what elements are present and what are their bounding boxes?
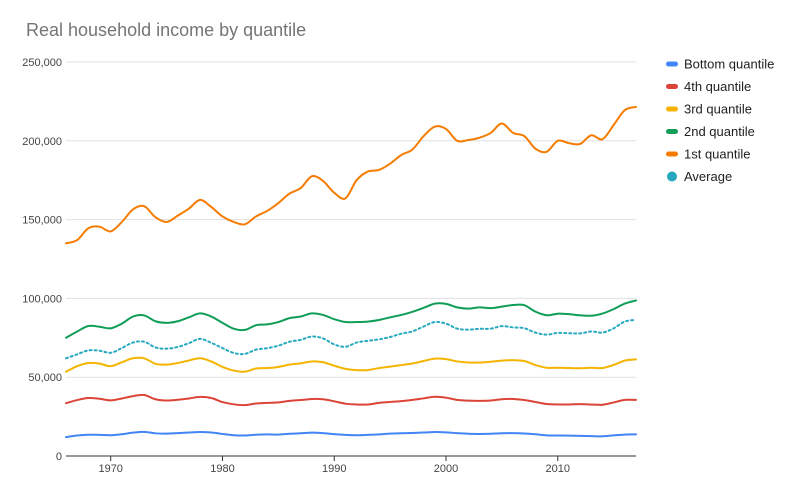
y-tick-label: 100,000	[22, 293, 62, 305]
legend-label: Average	[684, 169, 732, 184]
legend: Bottom quantile 4th quantile 3rd quantile 2…	[666, 57, 774, 184]
y-tick-label: 50,000	[28, 372, 62, 384]
series-line-average	[65, 318, 637, 360]
axes: 0 50,000 100,000 150,000 200,000 250,000 1970 1…	[22, 57, 636, 475]
legend-label: Bottom quantile	[684, 57, 774, 72]
x-tick-label: 1970	[98, 463, 122, 475]
legend-marker-4th-quantile	[666, 84, 678, 89]
y-tick-label: 150,000	[22, 215, 62, 227]
legend-label: 1st quantile	[684, 147, 751, 162]
legend-marker-average	[667, 171, 677, 182]
y-tick-label: 0	[56, 451, 62, 463]
legend-label: 4th quantile	[684, 79, 751, 94]
legend-label: 2nd quantile	[684, 124, 755, 139]
series-line-bottom-quantile	[65, 430, 637, 439]
x-tick-label: 1980	[210, 463, 234, 475]
series-line-3rd-quantile	[65, 356, 637, 373]
gridlines	[66, 61, 636, 378]
legend-marker-3rd-quantile	[666, 106, 678, 112]
series-line-1st-quantile	[65, 105, 637, 245]
series-line-4th-quantile	[65, 393, 637, 407]
x-tick-label: 2000	[434, 463, 458, 475]
y-tick-label: 200,000	[22, 136, 62, 148]
legend-marker-1st-quantile	[666, 151, 678, 157]
legend-label: 3rd quantile	[684, 102, 752, 117]
y-tick-label: 250,000	[22, 57, 62, 69]
x-tick-label: 2010	[546, 463, 570, 475]
legend-marker-bottom-quantile	[666, 61, 678, 67]
legend-marker-2nd-quantile	[666, 129, 678, 134]
series-line-2nd-quantile	[65, 299, 637, 339]
x-tick-label: 1990	[322, 463, 346, 475]
series-lines	[65, 105, 637, 439]
chart-title: Real household income by quantile	[26, 20, 307, 40]
